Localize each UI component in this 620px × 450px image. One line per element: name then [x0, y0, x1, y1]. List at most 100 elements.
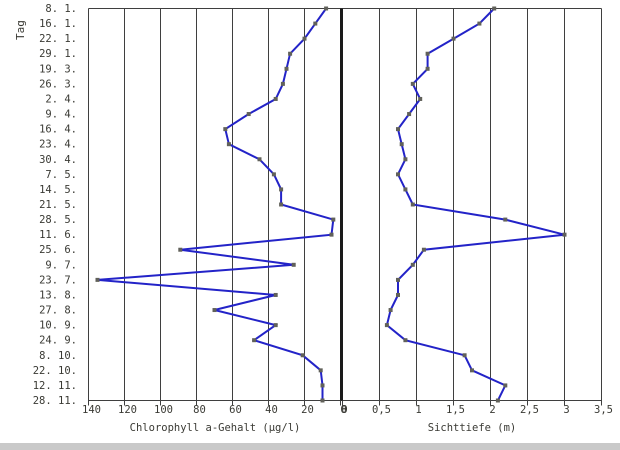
data-point-marker-sichttiefe: [410, 202, 415, 207]
date-tick-label: 14. 5.: [39, 184, 77, 196]
tick-label-chlorophyll: 120: [118, 404, 137, 416]
date-tick-label: 23. 7.: [39, 274, 77, 286]
data-point-marker-chlorophyll: [226, 142, 231, 147]
tick-label-chlorophyll: 40: [265, 404, 278, 416]
tick-label-sichttiefe: 0: [341, 404, 347, 416]
data-point-marker-sichttiefe: [503, 217, 508, 222]
tick-label-sichttiefe: 3: [563, 404, 569, 416]
data-point-marker-chlorophyll: [279, 187, 284, 192]
tick-label-chlorophyll: 80: [193, 404, 206, 416]
data-point-marker-sichttiefe: [503, 383, 508, 388]
tick-label-sichttiefe: 3,5: [594, 404, 613, 416]
date-tick-label: 16. 1.: [39, 18, 77, 30]
date-tick-label: 7. 5.: [45, 169, 77, 181]
date-tick-label: 29. 1.: [39, 48, 77, 60]
data-point-marker-sichttiefe: [388, 308, 393, 313]
tick-label-sichttiefe: 2: [489, 404, 495, 416]
data-point-marker-sichttiefe: [396, 292, 400, 297]
date-tick-label: 12. 11.: [33, 380, 77, 392]
data-point-marker-chlorophyll: [284, 66, 289, 71]
data-point-marker-chlorophyll: [320, 383, 325, 388]
date-tick-label: 2. 4.: [45, 93, 77, 105]
data-point-marker-sichttiefe: [562, 232, 567, 237]
date-tick-label: 30. 4.: [39, 154, 77, 166]
date-tick-label: 23. 4.: [39, 139, 77, 151]
data-point-marker-chlorophyll: [300, 353, 305, 358]
data-point-marker-sichttiefe: [492, 6, 497, 11]
tick-label-chlorophyll: 100: [154, 404, 173, 416]
data-point-marker-sichttiefe: [403, 338, 408, 343]
tick-label-chlorophyll: 20: [301, 404, 314, 416]
data-point-marker-sichttiefe: [410, 81, 415, 86]
date-tick-label: 28. 11.: [33, 395, 77, 407]
data-point-marker-sichttiefe: [425, 66, 430, 71]
data-point-marker-chlorophyll: [257, 157, 262, 162]
data-point-marker-chlorophyll: [318, 368, 323, 373]
data-point-marker-sichttiefe: [407, 112, 412, 117]
data-point-marker-chlorophyll: [320, 398, 325, 403]
data-point-marker-sichttiefe: [470, 368, 474, 373]
data-point-marker-sichttiefe: [418, 96, 423, 101]
date-tick-label: 9. 7.: [45, 259, 77, 271]
tick-label-chlorophyll: 60: [229, 404, 242, 416]
tick-label-sichttiefe: 2,5: [520, 404, 539, 416]
data-point-marker-chlorophyll: [313, 21, 318, 26]
data-point-marker-chlorophyll: [273, 292, 278, 297]
data-point-marker-sichttiefe: [451, 36, 456, 41]
data-point-marker-sichttiefe: [495, 398, 500, 403]
data-point-marker-sichttiefe: [410, 262, 415, 267]
data-point-marker-chlorophyll: [212, 308, 217, 313]
data-point-marker-sichttiefe: [421, 247, 426, 252]
date-tick-label: 22. 1.: [39, 33, 77, 45]
date-tick-label: 8. 1.: [45, 3, 77, 15]
tick-label-sichttiefe: 1,5: [446, 404, 465, 416]
date-tick-label: 27. 8.: [39, 305, 77, 317]
data-point-marker-sichttiefe: [399, 142, 404, 147]
data-point-marker-chlorophyll: [288, 51, 293, 56]
data-point-marker-sichttiefe: [403, 157, 408, 162]
data-point-marker-chlorophyll: [331, 217, 336, 222]
data-point-marker-chlorophyll: [271, 172, 276, 177]
window-edge-strip: [0, 443, 620, 450]
data-point-marker-sichttiefe: [396, 127, 400, 132]
date-tick-label: 11. 6.: [39, 229, 77, 241]
data-point-marker-sichttiefe: [396, 277, 400, 282]
data-point-marker-sichttiefe: [396, 172, 400, 177]
date-tick-label: 9. 4.: [45, 109, 77, 121]
data-point-marker-chlorophyll: [223, 127, 228, 132]
date-tick-label: 19. 3.: [39, 63, 77, 75]
data-point-marker-chlorophyll: [178, 247, 183, 252]
date-tick-label: 16. 4.: [39, 124, 77, 136]
date-tick-label: 21. 5.: [39, 199, 77, 211]
data-point-marker-chlorophyll: [302, 36, 307, 41]
data-point-marker-sichttiefe: [425, 51, 430, 56]
x-axis-title-chlorophyll: Chlorophyll a-Gehalt (µg/l): [129, 422, 301, 434]
date-tick-label: 13. 8.: [39, 289, 77, 301]
series-line-chlorophyll: [97, 7, 335, 402]
tick-label-chlorophyll: 140: [82, 404, 101, 416]
data-point-marker-chlorophyll: [252, 338, 257, 343]
date-tick-label: 26. 3.: [39, 78, 77, 90]
x-axis-title-sichttiefe: Sichttiefe (m): [427, 422, 517, 434]
data-point-marker-chlorophyll: [291, 262, 296, 267]
date-tick-label: 8. 10.: [39, 350, 77, 362]
date-tick-label: 10. 9.: [39, 320, 77, 332]
data-point-marker-chlorophyll: [273, 323, 278, 328]
data-point-marker-sichttiefe: [403, 187, 408, 192]
data-point-marker-chlorophyll: [324, 6, 329, 11]
data-point-marker-sichttiefe: [462, 353, 467, 358]
data-point-marker-sichttiefe: [384, 323, 389, 328]
data-point-marker-chlorophyll: [329, 232, 334, 237]
data-point-marker-chlorophyll: [280, 81, 285, 86]
data-point-marker-chlorophyll: [279, 202, 284, 207]
data-point-marker-chlorophyll: [246, 112, 251, 117]
data-point-marker-chlorophyll: [95, 277, 100, 282]
date-tick-label: 25. 6.: [39, 244, 77, 256]
tick-label-sichttiefe: 1: [415, 404, 421, 416]
tick-label-sichttiefe: 0,5: [372, 404, 391, 416]
data-point-marker-chlorophyll: [273, 96, 278, 101]
data-point-marker-sichttiefe: [477, 21, 482, 26]
date-tick-label: 22. 10.: [33, 365, 77, 377]
